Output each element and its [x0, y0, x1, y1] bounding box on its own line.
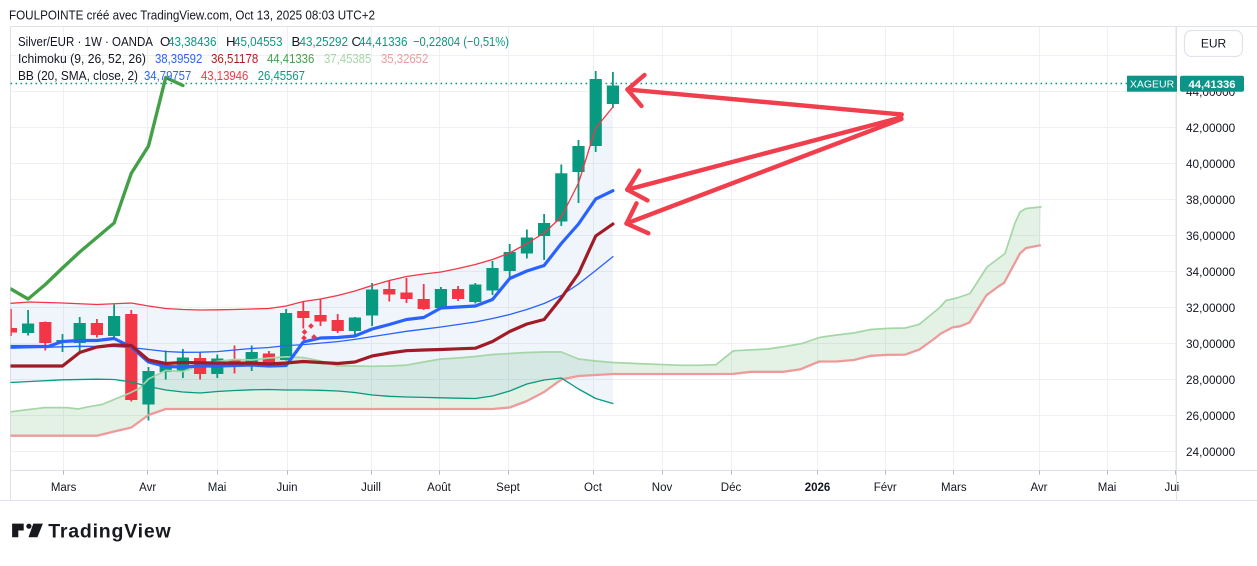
svg-text:Juin: Juin: [1164, 482, 1185, 494]
svg-text:FOULPOINTE créé avec TradingVi: FOULPOINTE créé avec TradingView.com, Oc…: [9, 8, 375, 23]
svg-text:40,00000: 40,00000: [1186, 157, 1236, 171]
svg-text:Ichimoku (9, 26, 52, 26)38,395: Ichimoku (9, 26, 52, 26) 38,39592 36,51178…: [18, 51, 428, 66]
svg-text:Avr: Avr: [139, 482, 156, 494]
svg-text:Févr: Févr: [874, 482, 897, 494]
svg-text:XAGEUR: XAGEUR: [1130, 79, 1175, 91]
svg-text:24,00000: 24,00000: [1186, 445, 1236, 459]
svg-text:Mai: Mai: [208, 482, 227, 494]
svg-text:36,00000: 36,00000: [1186, 229, 1236, 243]
svg-text:Oct: Oct: [584, 482, 603, 494]
svg-text:32,00000: 32,00000: [1186, 301, 1236, 315]
svg-text:30,00000: 30,00000: [1186, 337, 1236, 351]
svg-text:Août: Août: [427, 482, 451, 494]
svg-text:Nov: Nov: [652, 482, 673, 494]
svg-text:Mars: Mars: [51, 482, 77, 494]
svg-text:Déc: Déc: [721, 482, 742, 494]
svg-text:42,00000: 42,00000: [1186, 121, 1236, 135]
svg-text:2026: 2026: [805, 482, 831, 494]
svg-text:Mars: Mars: [941, 482, 967, 494]
svg-text:Sept: Sept: [496, 482, 520, 494]
svg-text:26,00000: 26,00000: [1186, 409, 1236, 423]
svg-text:Juill: Juill: [361, 482, 381, 494]
svg-text:TradingView: TradingView: [48, 521, 171, 543]
svg-text:Juin: Juin: [276, 482, 297, 494]
svg-text:38,00000: 38,00000: [1186, 193, 1236, 207]
svg-text:Mai: Mai: [1098, 482, 1117, 494]
svg-text:BB (20, SMA, close, 2)34,79757: BB (20, SMA, close, 2) 34,79757 43,13946 26…: [18, 68, 305, 83]
svg-text:34,00000: 34,00000: [1186, 265, 1236, 279]
svg-text:28,00000: 28,00000: [1186, 373, 1236, 387]
svg-text:Avr: Avr: [1030, 482, 1047, 494]
svg-text:44,41336: 44,41336: [1188, 79, 1235, 91]
svg-text:EUR: EUR: [1201, 37, 1227, 51]
